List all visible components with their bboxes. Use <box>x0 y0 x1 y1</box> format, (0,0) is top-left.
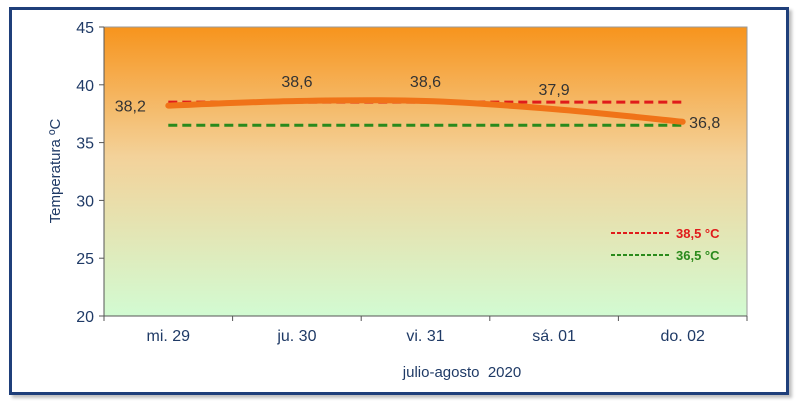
data-label: 38,2 <box>115 99 146 116</box>
x-tick-label: do. 02 <box>660 328 705 345</box>
y-tick-label: 45 <box>76 20 94 37</box>
legend-label-0: 38,5 °C <box>676 226 720 241</box>
legend: 38,5 °C 36,5 °C <box>611 226 720 263</box>
y-tick-label: 35 <box>76 136 94 153</box>
x-axis-title: julio-agosto 2020 <box>402 364 521 381</box>
y-tick-label: 20 <box>76 309 94 326</box>
y-tick-label: 40 <box>76 78 94 95</box>
x-tick-label: vi. 31 <box>406 328 444 345</box>
x-tick-label: ju. 30 <box>276 328 316 345</box>
x-tick-label: mi. 29 <box>147 328 191 345</box>
plot-area <box>103 26 748 317</box>
x-tick-label: sá. 01 <box>532 328 576 345</box>
data-label: 36,8 <box>689 115 720 132</box>
y-tick-label: 30 <box>76 193 94 210</box>
data-label: 38,6 <box>281 74 312 91</box>
legend-label-1: 36,5 °C <box>676 248 720 263</box>
data-label: 38,6 <box>410 74 441 91</box>
y-axis-title: Temperatura ºC <box>47 118 64 223</box>
y-tick-label: 25 <box>76 251 94 268</box>
series-line-0 <box>165 97 686 125</box>
data-label: 37,9 <box>539 82 570 99</box>
